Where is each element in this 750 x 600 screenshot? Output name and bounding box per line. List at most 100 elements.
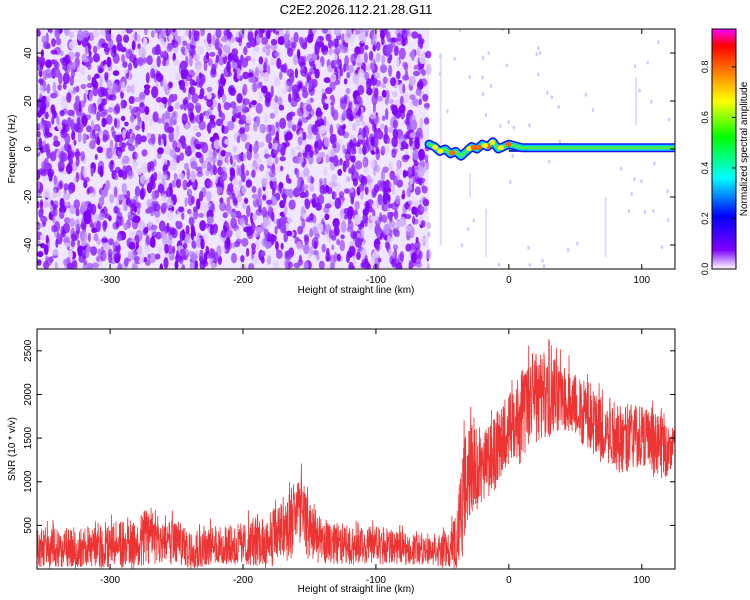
noise-blob [91, 105, 96, 114]
noise-blob [411, 31, 419, 39]
noise-blob [167, 105, 174, 113]
noise-blob [391, 37, 398, 43]
noise-blob [286, 230, 293, 237]
faint-dot [468, 75, 471, 80]
noise-blob [191, 239, 197, 249]
noise-blob [368, 206, 374, 213]
faint-dot [550, 95, 554, 100]
noise-blob [56, 115, 60, 125]
noise-blob [195, 249, 200, 256]
snr-plot: -300 -200 -100 0 100 500 1000 1500 2000 2500 Hei… [7, 328, 676, 595]
noise-blob [90, 203, 97, 215]
noise-blob [296, 240, 302, 250]
noise-blob [354, 237, 363, 248]
noise-blob [298, 254, 302, 263]
noise-blob [39, 84, 43, 96]
noise-blob [328, 48, 333, 56]
faint-dot [497, 262, 501, 267]
noise-blob [388, 162, 394, 171]
noise-blob [380, 214, 388, 223]
noise-blob [401, 36, 409, 46]
noise-blob [226, 207, 233, 215]
noise-blob [339, 67, 344, 77]
noise-blob [296, 180, 301, 189]
noise-blob [329, 124, 334, 136]
noise-blob [329, 262, 336, 269]
faint-dot [548, 159, 551, 164]
noise-blob [75, 148, 80, 160]
noise-blob [146, 198, 152, 208]
noise-blob [345, 87, 351, 95]
noise-blob [232, 145, 238, 153]
noise-blob [304, 198, 311, 210]
noise-blob [253, 46, 260, 53]
faint-dot [638, 88, 641, 93]
noise-blob [134, 96, 141, 103]
noise-blob [407, 166, 414, 179]
noise-blob [352, 73, 360, 84]
noise-blob [184, 197, 188, 207]
noise-blob [106, 56, 112, 68]
noise-blob [169, 158, 177, 171]
noise-blob [286, 68, 295, 77]
noise-blob [363, 71, 370, 81]
noise-blob [358, 68, 365, 79]
noise-blob [349, 139, 354, 149]
noise-blob [216, 186, 223, 195]
noise-blob [278, 182, 284, 189]
noise-blob [174, 93, 178, 101]
faint-dot [472, 218, 475, 223]
colorbar-gradient [711, 28, 737, 270]
noise-blob [114, 239, 120, 247]
noise-blob [63, 192, 71, 201]
faint-dot [538, 50, 542, 55]
snr-y-ticks: 500 1000 1500 2000 2500 [23, 339, 675, 534]
noise-blob [89, 90, 93, 102]
noise-blob [323, 166, 328, 177]
noise-blob [326, 187, 333, 195]
noise-blob [363, 156, 367, 169]
noise-blob [59, 146, 65, 152]
noise-blob [299, 191, 307, 199]
noise-blob [340, 114, 344, 123]
noise-blob [251, 100, 257, 106]
noise-blob [383, 223, 391, 235]
faint-dot [507, 120, 510, 125]
noise-blob [219, 201, 227, 212]
noise-blob [60, 95, 68, 102]
noise-blob [212, 162, 216, 175]
noise-blob [149, 114, 153, 127]
noise-blob [70, 149, 75, 159]
spectrogram-y-tick-label: -20 [23, 189, 34, 204]
noise-blob [187, 194, 194, 207]
noise-blob [93, 80, 99, 90]
noise-blob [426, 248, 432, 260]
noise-blob [204, 202, 211, 208]
noise-blob [251, 186, 257, 193]
noise-blob [260, 71, 265, 79]
noise-blob [325, 33, 332, 42]
noise-blob [293, 54, 299, 66]
noise-blob [391, 183, 396, 195]
noise-blob [286, 29, 290, 35]
noise-blob [306, 134, 314, 140]
faint-dot [453, 56, 456, 61]
noise-blob [73, 177, 77, 183]
faint-dot [660, 245, 664, 250]
noise-blob [339, 239, 345, 252]
noise-blob [191, 93, 199, 104]
noise-blob [213, 251, 219, 264]
noise-blob [311, 73, 315, 80]
noise-blob [240, 132, 248, 142]
noise-blob [73, 139, 77, 146]
noise-blob [270, 211, 275, 222]
noise-blob [309, 212, 314, 222]
colorbar-label: Normalized spectral amplitude [739, 81, 750, 216]
noise-blob [80, 68, 85, 76]
noise-blob [387, 235, 391, 243]
noise-blob [343, 109, 347, 119]
noise-blob [392, 244, 399, 250]
noise-blob [290, 41, 297, 49]
noise-blob [346, 176, 351, 183]
